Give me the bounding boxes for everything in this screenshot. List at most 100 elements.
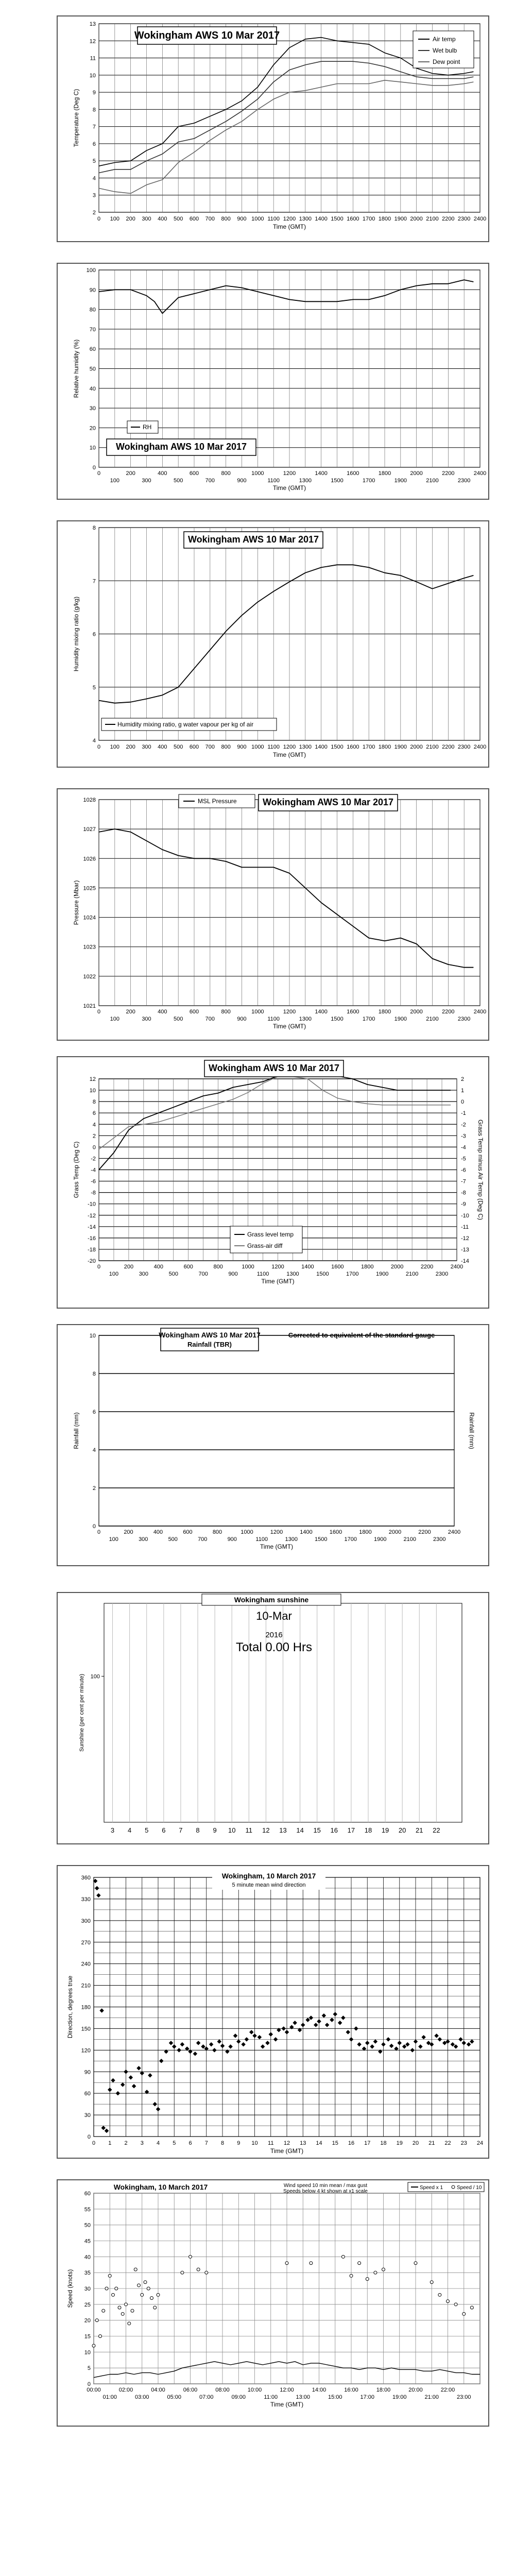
x-tick-label: 1400: [300, 1529, 312, 1535]
x-tick-label: 1900: [374, 1536, 386, 1543]
x-tick-label: 10: [251, 2140, 258, 2146]
chart-title-box: [212, 1870, 325, 1890]
y-right-axis-label: Grass Temp minus Air Temp (Deg C): [477, 1120, 484, 1220]
chart-subtitle: Wind speed 10 min mean / max gust: [284, 2183, 368, 2189]
gust-point: [92, 2344, 96, 2348]
y-right-tick-label: -5: [461, 1156, 466, 1162]
y-tick-label: 8: [93, 1099, 96, 1105]
y-tick-label: 360: [81, 1875, 91, 1881]
x-tick-label: 800: [213, 1529, 222, 1535]
x-tick-label: 1700: [363, 478, 375, 484]
y-tick-label: 100: [91, 1674, 100, 1680]
x-tick-label: 800: [213, 1264, 222, 1270]
y-tick-label: 100: [87, 267, 96, 274]
x-tick-label: 20: [413, 2140, 419, 2146]
x-tick-label: 1400: [315, 470, 327, 477]
x-tick-label: 04:00: [151, 2387, 165, 2393]
y-tick-label: 2: [93, 1485, 96, 1492]
chart-title-box: [204, 1060, 344, 1077]
chart-date: 10-Mar: [256, 1609, 292, 1622]
direction-point: [152, 2102, 157, 2107]
x-tick-label: 1300: [299, 744, 312, 750]
x-tick-label: 9: [213, 1826, 217, 1834]
chart-title-box: [201, 1594, 341, 1606]
x-tick-label: 19: [397, 2140, 403, 2146]
x-tick-label: 1200: [270, 1529, 283, 1535]
x-tick-label: 06:00: [183, 2387, 198, 2393]
gust-point: [309, 2261, 313, 2265]
y-tick-label: 4: [93, 1122, 96, 1128]
x-tick-label: 10:00: [248, 2387, 262, 2393]
x-tick-label: 500: [174, 1016, 183, 1022]
x-tick-label: 14: [316, 2140, 322, 2146]
y-tick-label: 30: [84, 2112, 91, 2119]
direction-point: [108, 2087, 112, 2092]
x-tick-label: 16: [348, 2140, 354, 2146]
direction-point: [140, 2071, 144, 2076]
x-tick-label: 21:00: [424, 2394, 439, 2400]
x-tick-label: 1200: [283, 470, 296, 477]
y-tick-label: 0: [88, 2381, 91, 2387]
x-tick-label: 15: [332, 2140, 338, 2146]
x-tick-label: 100: [109, 1536, 118, 1543]
x-tick-label: 2: [124, 2140, 127, 2146]
y-tick-label: 30: [84, 2286, 91, 2292]
x-axis-label: Time (GMT): [273, 484, 306, 492]
y-tick-label: 5: [88, 2365, 91, 2371]
x-tick-label: 900: [237, 744, 246, 750]
gust-point: [349, 2274, 353, 2278]
y-tick-label: 10: [90, 445, 96, 451]
gust-point: [285, 2261, 289, 2265]
y-axis-label: Direction, degrees true: [66, 1975, 74, 2038]
y-tick-label: 12: [90, 1076, 96, 1082]
x-tick-label: 700: [205, 478, 215, 484]
chart-title-box: [106, 438, 256, 456]
x-tick-label: 400: [154, 1264, 163, 1270]
x-tick-label: 1200: [271, 1264, 284, 1270]
y-right-tick-label: -13: [461, 1247, 469, 1253]
y-tick-label: 35: [84, 2270, 91, 2276]
y-right-tick-label: -4: [461, 1144, 466, 1150]
y-right-tick-label: -12: [461, 1235, 469, 1242]
y-tick-label: 15: [84, 2334, 91, 2340]
x-tick-label: 23:00: [457, 2394, 471, 2400]
y-right-tick-label: 1: [461, 1088, 464, 1094]
y-tick-label: 0: [88, 2134, 91, 2140]
x-tick-label: 11:00: [264, 2394, 278, 2400]
x-tick-label: 2400: [474, 744, 486, 750]
chart-title-box: [183, 531, 323, 549]
gust-point: [133, 2267, 138, 2272]
y-tick-label: 6: [93, 1110, 96, 1116]
x-tick-label: 1500: [315, 1536, 327, 1543]
legend-label: Grass level temp: [247, 1231, 294, 1238]
x-tick-label: 8: [221, 2140, 224, 2146]
x-tick-label: 2400: [474, 216, 486, 222]
legend-label: Speed x 1: [420, 2185, 443, 2191]
x-tick-label: 100: [110, 216, 119, 222]
y-tick-label: 10: [90, 1088, 96, 1094]
gust-point: [357, 2261, 362, 2265]
x-tick-label: 1600: [347, 470, 359, 477]
x-tick-label: 1100: [267, 1016, 280, 1022]
gust-point: [140, 2293, 144, 2297]
y-tick-label: 270: [81, 1940, 91, 1946]
legend-label: RH: [143, 423, 151, 431]
y-tick-label: 10: [90, 1333, 96, 1339]
x-tick-label: 0: [97, 744, 100, 750]
legend-swatch: [451, 2185, 455, 2189]
x-tick-label: 12: [262, 1826, 269, 1834]
x-tick-label: 2300: [436, 1271, 448, 1277]
x-tick-label: 1000: [242, 1264, 254, 1270]
x-tick-label: 1300: [286, 1271, 299, 1277]
x-tick-label: 00:00: [87, 2387, 101, 2393]
y-tick-label: 6: [93, 632, 96, 638]
x-tick-label: 500: [174, 216, 183, 222]
x-tick-label: 03:00: [135, 2394, 149, 2400]
x-tick-label: 15:00: [328, 2394, 342, 2400]
chart-title: Wokingham AWS 10 Mar 2017: [159, 1331, 261, 1339]
x-tick-label: 700: [198, 1536, 207, 1543]
x-tick-label: 100: [110, 478, 119, 484]
x-tick-label: 20:00: [408, 2387, 423, 2393]
x-tick-label: 1500: [316, 1271, 329, 1277]
